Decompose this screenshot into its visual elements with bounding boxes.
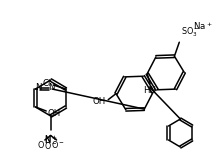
Text: HN: HN <box>143 86 156 95</box>
Text: OH: OH <box>47 109 60 118</box>
Text: $\mathregular{N^+}$: $\mathregular{N^+}$ <box>44 134 58 146</box>
Text: $\mathregular{O^-}$: $\mathregular{O^-}$ <box>44 140 57 151</box>
Text: $\mathrm{O}^-$: $\mathrm{O}^-$ <box>37 139 51 150</box>
Text: Cl: Cl <box>43 79 51 88</box>
Text: $\mathrm{SO_3^-}$: $\mathrm{SO_3^-}$ <box>181 26 200 39</box>
Text: $\mathrm{N}^+$: $\mathrm{N}^+$ <box>44 133 57 145</box>
Text: N: N <box>48 83 54 92</box>
Text: $\mathrm{O}^-$: $\mathrm{O}^-$ <box>51 139 64 150</box>
Text: OH: OH <box>92 97 105 106</box>
Text: $\mathrm{Na^+}$: $\mathrm{Na^+}$ <box>193 21 212 32</box>
Text: N: N <box>35 83 42 92</box>
